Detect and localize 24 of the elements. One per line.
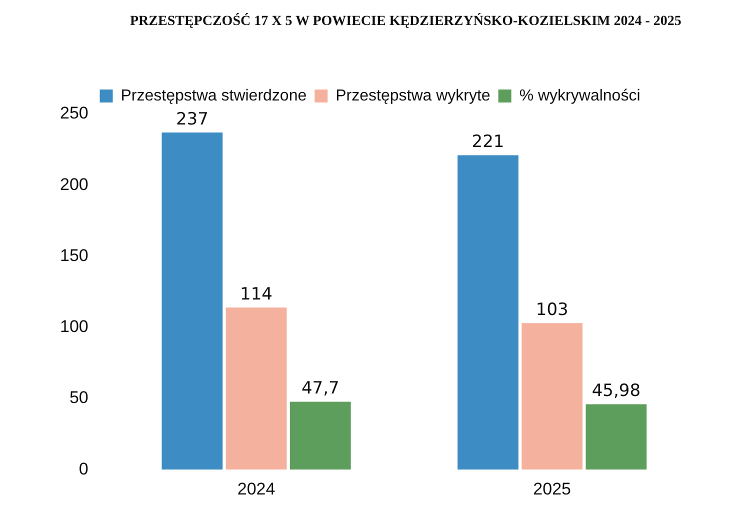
- x-tick-label: 2025: [533, 479, 572, 498]
- chart-title: PRZESTĘPCZOŚĆ 17 X 5 W POWIECIE KĘDZIERZYŃSKO-KOZIELSKIM 2024 - 2025: [130, 14, 682, 30]
- bar: [162, 132, 223, 470]
- y-tick-label: 50: [69, 388, 88, 408]
- legend-label: Przestępstwa wykryte: [336, 87, 490, 104]
- bar: [458, 155, 518, 470]
- data-label: 103: [536, 300, 568, 320]
- legend-label: % wykrywalności: [519, 87, 640, 104]
- y-tick-label: 100: [60, 317, 88, 336]
- bar: [290, 402, 351, 470]
- x-tick-label: 2024: [237, 479, 276, 498]
- bar: [226, 307, 287, 470]
- legend-label: Przestępstwa stwierdzone: [120, 87, 307, 104]
- data-label: 45,98: [592, 381, 641, 402]
- y-tick-label: 200: [60, 174, 88, 194]
- bar: [522, 323, 583, 470]
- data-label: 237: [176, 109, 208, 130]
- data-label: 47,7: [301, 378, 340, 399]
- y-tick-label: 0: [78, 459, 88, 478]
- bar: [586, 404, 647, 470]
- data-label: 114: [240, 284, 272, 304]
- y-tick-label: 250: [60, 104, 88, 123]
- y-tick-label: 150: [60, 246, 88, 265]
- data-label: 221: [472, 132, 504, 152]
